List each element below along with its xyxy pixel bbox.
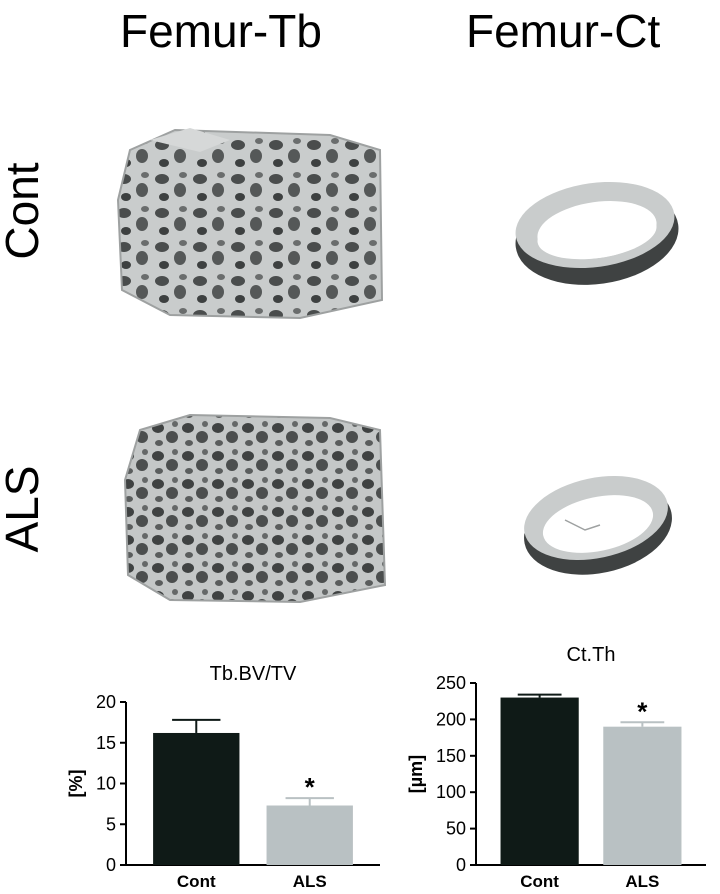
y-tick-label-1: 50 bbox=[446, 819, 466, 839]
x-tick-label-cont: Cont bbox=[177, 872, 216, 891]
y-axis-label: [%] bbox=[66, 770, 86, 798]
x-tick-label-als: ALS bbox=[293, 872, 327, 891]
y-tick-label-3: 150 bbox=[436, 746, 466, 766]
bar-cont bbox=[153, 732, 240, 865]
y-tick-label-0: 0 bbox=[106, 855, 116, 875]
x-tick-label-als: ALS bbox=[625, 872, 659, 891]
chart-title: Ct.Th bbox=[567, 644, 616, 666]
femur-tb-title: Femur-Tb bbox=[120, 5, 322, 57]
femur-tb-cont-image bbox=[116, 128, 384, 320]
y-tick-label-4: 20 bbox=[96, 692, 116, 712]
y-tick-label-0: 0 bbox=[456, 855, 466, 875]
y-tick-label-2: 10 bbox=[96, 774, 116, 794]
femur-ct-als-image bbox=[524, 476, 672, 575]
femur-tb-als-image bbox=[123, 413, 387, 604]
y-tick-label-4: 200 bbox=[436, 709, 466, 729]
significance-marker-als: * bbox=[305, 772, 316, 802]
y-axis-label: [µm] bbox=[406, 755, 426, 793]
chart-title: Tb.BV/TV bbox=[210, 663, 297, 685]
chart-ct-th: Ct.Th 0 50 100 150 200 250 [µm] Cont * ALS bbox=[406, 644, 706, 891]
bar-cont bbox=[500, 697, 579, 865]
y-tick-label-2: 100 bbox=[436, 782, 466, 802]
y-tick-label-3: 15 bbox=[96, 733, 116, 753]
x-tick-label-cont: Cont bbox=[520, 872, 559, 891]
y-tick-label-1: 5 bbox=[106, 814, 116, 834]
y-tick-label-5: 250 bbox=[436, 673, 466, 693]
femur-ct-cont-image bbox=[515, 181, 679, 285]
femur-ct-title: Femur-Ct bbox=[466, 5, 661, 57]
significance-marker-als: * bbox=[637, 696, 648, 726]
chart-tb-bvtv: Tb.BV/TV 0 5 10 15 20 [%] Cont * ALS bbox=[66, 663, 380, 891]
bar-als bbox=[603, 726, 682, 865]
bar-als bbox=[266, 805, 353, 865]
